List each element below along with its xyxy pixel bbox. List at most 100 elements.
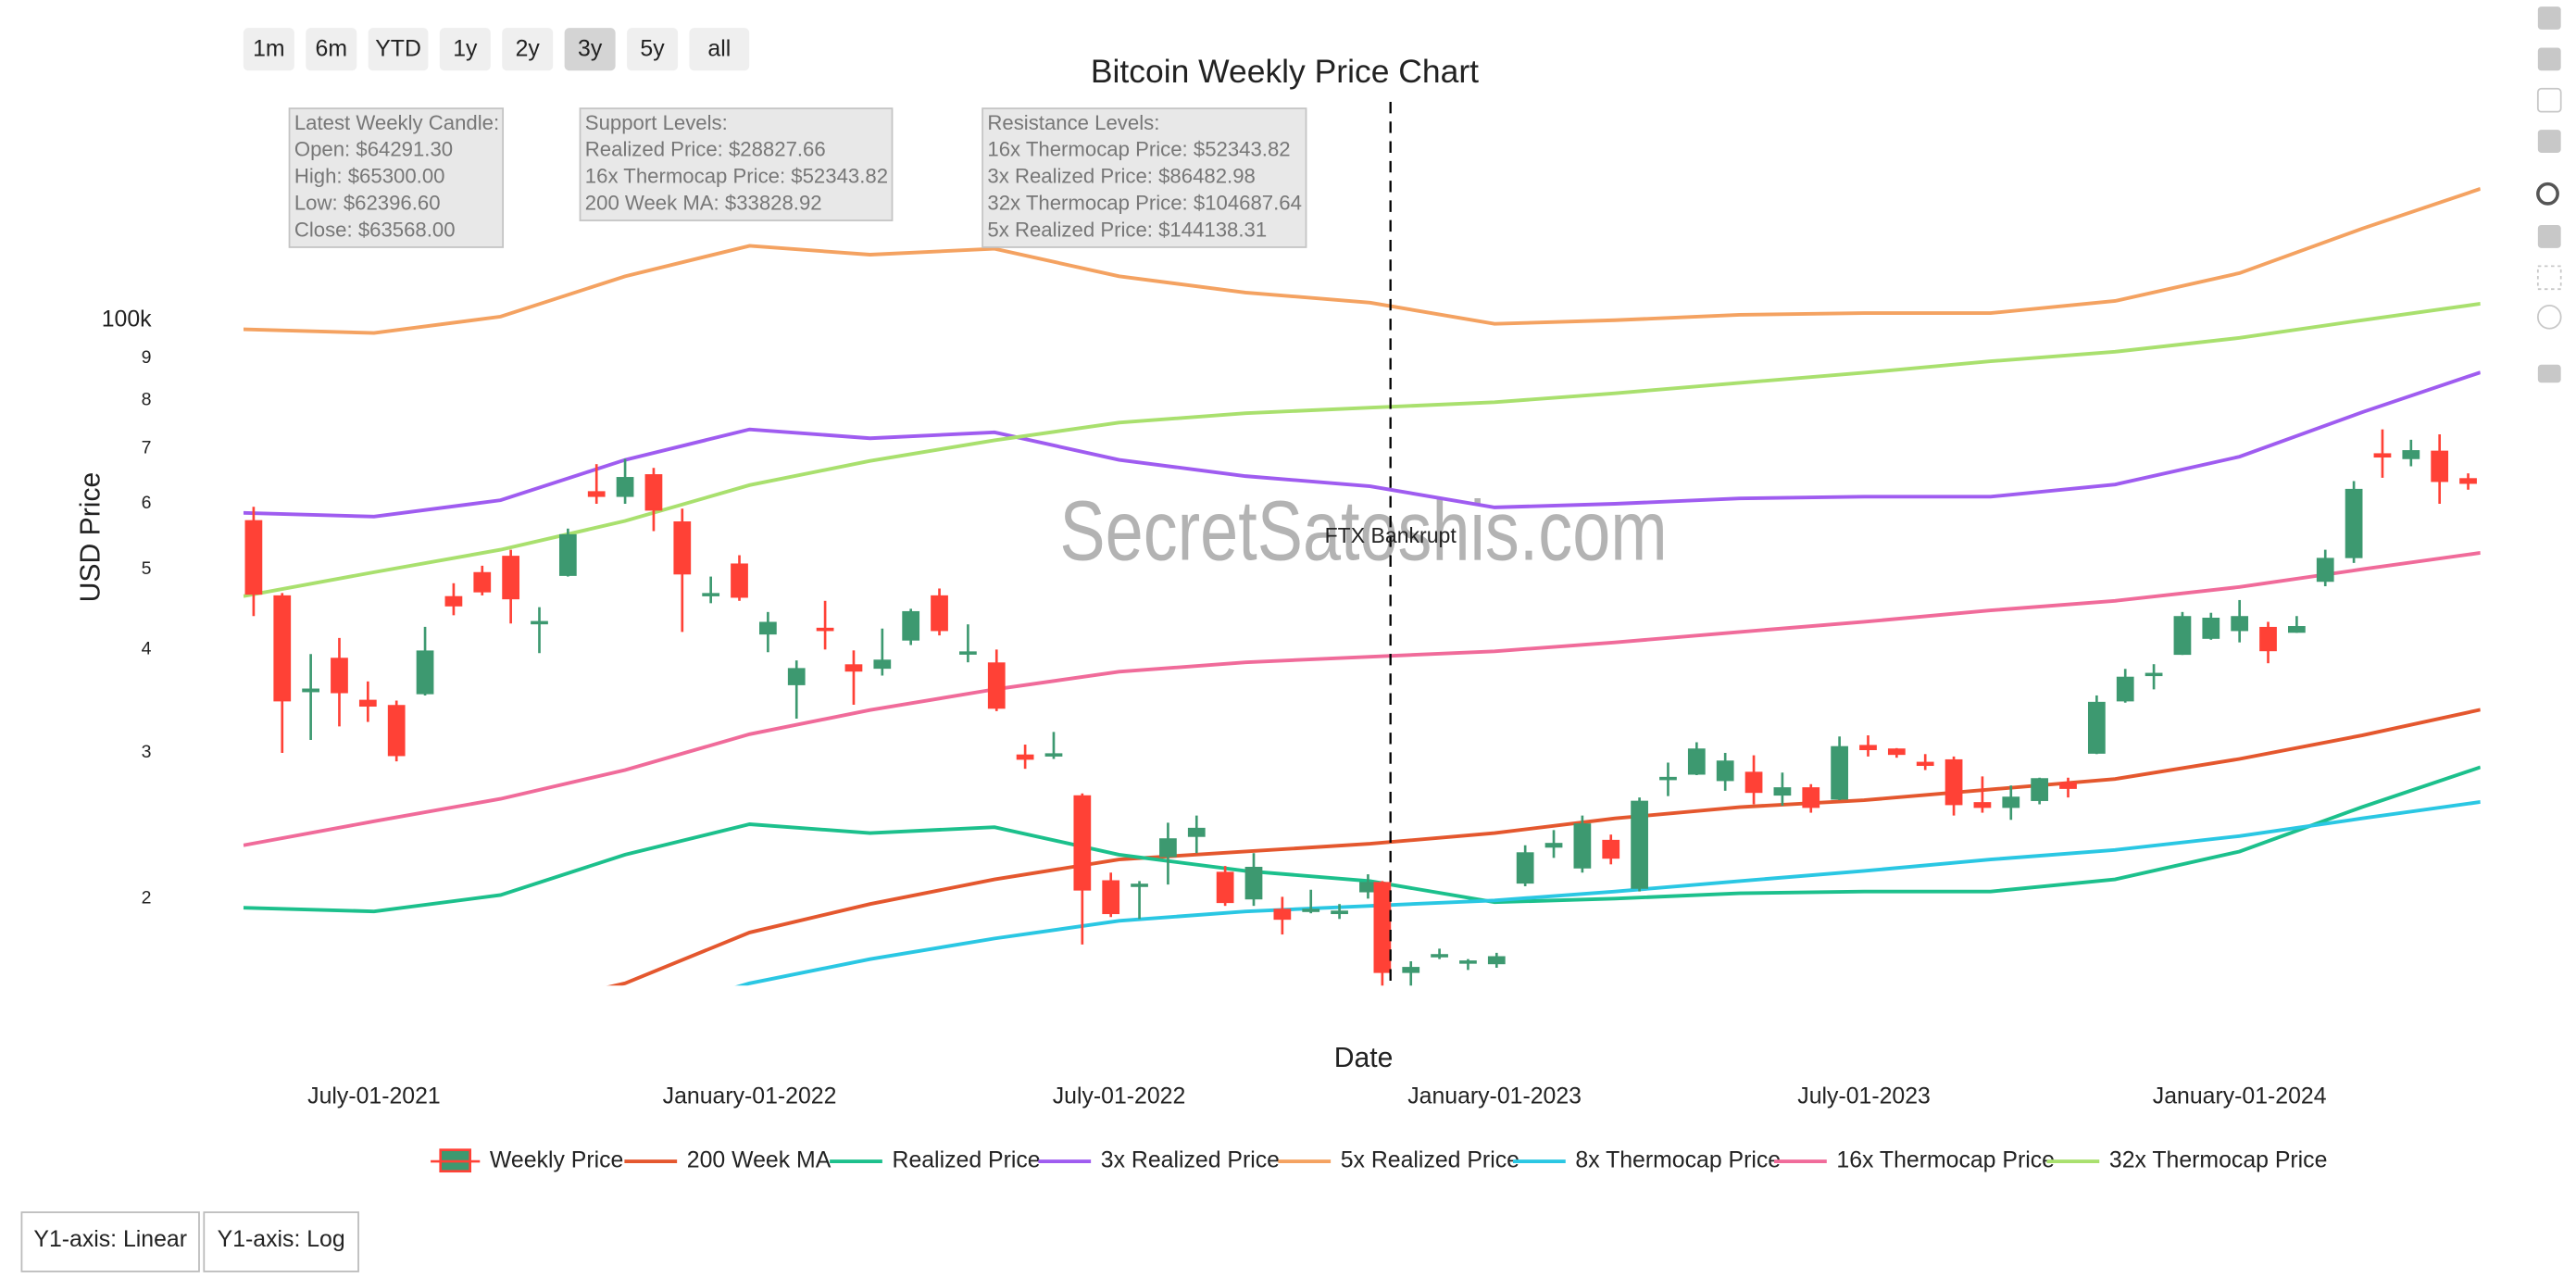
candle-body xyxy=(2259,626,2277,652)
range-button[interactable]: 1y xyxy=(439,28,491,71)
range-button[interactable]: 2y xyxy=(502,28,554,71)
yaxis-button-label[interactable]: Y1-axis: Log xyxy=(218,1227,345,1252)
candle-body xyxy=(1602,839,1620,859)
y-tick-label: 4 xyxy=(142,638,152,658)
candle-body xyxy=(1716,760,1734,782)
y-tick-label: 9 xyxy=(142,347,152,368)
candle-body xyxy=(1102,880,1120,915)
range-button-label[interactable]: 2y xyxy=(516,37,541,62)
candle-body xyxy=(2202,618,2220,639)
candle-body xyxy=(1373,882,1392,973)
range-button-label[interactable]: all xyxy=(707,37,731,62)
range-button-label[interactable]: 1y xyxy=(453,37,478,62)
yaxis-button[interactable]: Y1-axis: Log xyxy=(203,1211,359,1272)
y-tick-label: 3 xyxy=(142,742,152,762)
candle-body xyxy=(1916,761,1934,767)
candle-body xyxy=(2288,626,2306,633)
lasso-icon[interactable] xyxy=(2536,305,2562,330)
candle-body xyxy=(931,595,948,632)
candle-body xyxy=(1302,908,1320,912)
candle-body xyxy=(302,688,319,693)
candle-body xyxy=(1359,882,1377,893)
candle-body xyxy=(2345,488,2363,558)
candle-body xyxy=(1016,754,1034,760)
camera-icon[interactable] xyxy=(2537,364,2561,383)
range-button-label[interactable]: YTD xyxy=(375,37,421,62)
range-button-bg[interactable] xyxy=(627,28,679,71)
candle-body xyxy=(1331,910,1348,915)
candle-body xyxy=(416,650,434,695)
candle-body xyxy=(873,659,892,670)
series-line xyxy=(243,551,2481,847)
autoscale-icon[interactable] xyxy=(2536,87,2562,113)
range-button-bg[interactable] xyxy=(564,28,616,71)
range-button-bg[interactable] xyxy=(439,28,491,71)
range-button[interactable]: 1m xyxy=(243,28,294,71)
candle-body xyxy=(1631,800,1648,889)
range-button-bg[interactable] xyxy=(502,28,554,71)
candle-body xyxy=(673,521,692,575)
x-tick-label: January-01-2022 xyxy=(663,1084,837,1109)
zoom-in-icon[interactable] xyxy=(2537,6,2561,30)
candle-body xyxy=(1544,843,1563,848)
legend-label: 8x Thermocap Price xyxy=(1575,1148,1781,1173)
candle-body xyxy=(2116,676,2134,702)
annotation-text: 3x Realized Price: $86482.98 xyxy=(987,165,1255,188)
candle-body xyxy=(1131,883,1148,887)
legend-label: 3x Realized Price xyxy=(1101,1148,1280,1173)
candle-body xyxy=(273,595,292,702)
range-button[interactable]: YTD xyxy=(368,28,429,71)
range-button[interactable]: 3y xyxy=(564,28,616,71)
candle-body xyxy=(387,705,406,757)
yaxis-button-label[interactable]: Y1-axis: Linear xyxy=(33,1227,187,1252)
candle-body xyxy=(644,474,663,511)
candle-body xyxy=(587,491,606,497)
range-button-label[interactable]: 3y xyxy=(578,37,603,62)
yaxis-button[interactable]: Y1-axis: Linear xyxy=(20,1211,200,1272)
candle-body xyxy=(2402,450,2420,459)
candle-body xyxy=(1459,960,1477,964)
range-button[interactable]: 6m xyxy=(306,28,357,71)
candle-body xyxy=(987,662,1006,709)
range-button-bg[interactable] xyxy=(689,28,750,71)
annotation-box xyxy=(579,107,894,221)
yaxis-button-bg[interactable] xyxy=(20,1211,200,1272)
candle-body xyxy=(1887,748,1906,756)
yaxis-button-bg[interactable] xyxy=(203,1211,359,1272)
candle-body xyxy=(1216,871,1234,904)
event-label: FTX Bankrupt xyxy=(1325,523,1457,547)
candle-body xyxy=(2002,796,2020,808)
range-button-label[interactable]: 5y xyxy=(640,37,665,62)
y-tick-label: 5 xyxy=(142,558,152,579)
range-button-label[interactable]: 1m xyxy=(253,37,285,62)
box-select-icon[interactable] xyxy=(2536,265,2562,291)
candle-body xyxy=(702,593,720,596)
zoom-out-icon[interactable] xyxy=(2537,47,2561,71)
annotation-text: Resistance Levels: xyxy=(987,111,1159,134)
candle-body xyxy=(759,621,777,635)
candle-body xyxy=(244,520,263,595)
y-tick-label: 6 xyxy=(142,493,152,513)
legend-label: Realized Price xyxy=(893,1148,1041,1173)
range-button-bg[interactable] xyxy=(368,28,429,71)
range-button-bg[interactable] xyxy=(243,28,294,71)
chart-title: Bitcoin Weekly Price Chart xyxy=(1091,53,1479,90)
reset-icon[interactable] xyxy=(2537,130,2561,153)
candle-body xyxy=(444,595,463,607)
candle-body xyxy=(2173,616,2192,656)
pan-icon[interactable] xyxy=(2537,225,2561,248)
range-button-bg[interactable] xyxy=(306,28,357,71)
annotation-text: 32x Thermocap Price: $104687.64 xyxy=(987,192,1302,215)
legend-label: 200 Week MA xyxy=(687,1148,832,1173)
plot-area xyxy=(243,187,2481,986)
candle-body xyxy=(531,620,548,625)
range-button-label[interactable]: 6m xyxy=(316,37,348,62)
candle-body xyxy=(1859,745,1877,751)
candle-body xyxy=(1516,852,1534,884)
candle-body xyxy=(1945,758,1963,806)
candle-body xyxy=(1487,956,1506,965)
zoom-icon[interactable] xyxy=(2536,182,2559,206)
range-button[interactable]: all xyxy=(689,28,750,71)
range-button[interactable]: 5y xyxy=(627,28,679,71)
